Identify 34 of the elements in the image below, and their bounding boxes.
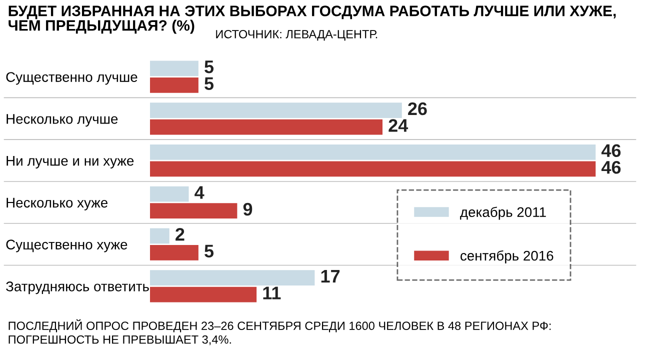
bar (150, 119, 383, 135)
data-label: 4 (194, 186, 204, 199)
bar (150, 244, 198, 260)
text: ПОСЛЕДНИЙ ОПРОС ПРОВЕДЕН 23–26 СЕНТЯБРЯ СРЕДИ 1600 ЧЕЛОВЕК В 48 РЕГИОНАХ РФ: (8, 319, 551, 332)
bar (150, 228, 170, 244)
bar (150, 186, 189, 202)
data-label: 24 (388, 119, 408, 132)
bar (150, 161, 596, 177)
text: ПОГРЕШНОСТЬ НЕ ПРЕВЫШАЕТ 3,4%. (8, 335, 231, 346)
y-tick-label: Несколько хуже (6, 198, 108, 210)
data-label: 46 (601, 144, 621, 158)
data-label: 46 (601, 160, 621, 174)
legend-label: декабрь 2011 (460, 206, 546, 220)
bar (150, 77, 198, 93)
bar (150, 102, 402, 118)
y-tick-label: Несколько лучше (6, 114, 118, 127)
y-tick-label: Ни лучше и ни хуже (6, 156, 134, 168)
legend-label: сентябрь 2016 (460, 250, 554, 264)
y-tick-label: Затрудняюсь ответить (6, 282, 149, 294)
bar (150, 60, 198, 76)
bar (150, 144, 596, 160)
bar (150, 203, 238, 218)
data-label: 26 (408, 102, 427, 116)
data-label: 5 (204, 244, 214, 258)
bar (150, 286, 257, 302)
data-label: 11 (263, 286, 281, 300)
data-label: 9 (243, 202, 252, 216)
data-label: 17 (321, 270, 340, 282)
y-tick-label: Существенно лучше (6, 72, 138, 85)
bar (150, 270, 315, 286)
data-label: 2 (176, 228, 184, 241)
data-label: 5 (204, 77, 214, 90)
data-label: 5 (204, 60, 214, 74)
y-tick-label: Существенно хуже (6, 240, 128, 252)
